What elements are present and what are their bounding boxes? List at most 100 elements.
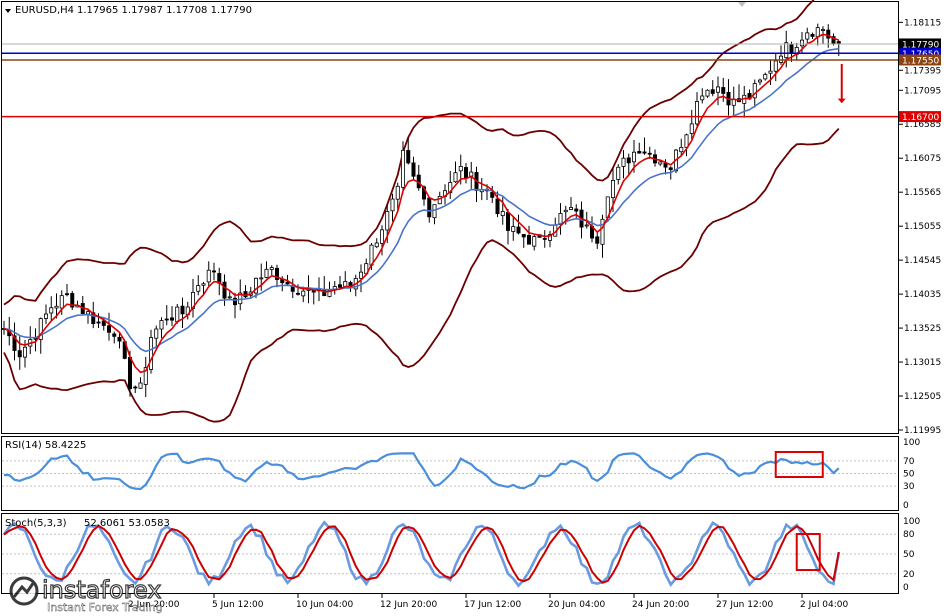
price-tick-label: 1.16075 <box>904 154 941 164</box>
level-label-box <box>899 111 941 123</box>
candle-body <box>432 204 437 219</box>
candle-body <box>206 269 211 283</box>
candle-body <box>395 185 400 200</box>
stoch-header: Stoch(5,3,3) 52.6061 53.0583 <box>5 518 170 529</box>
candle-body <box>107 325 112 333</box>
level-label: 1.17790 <box>902 40 939 50</box>
candle-body <box>684 134 689 148</box>
candle-body <box>763 74 768 80</box>
candle-body <box>621 157 626 167</box>
logo-tagline: Instant Forex Trading <box>47 601 163 614</box>
candle-body <box>406 150 411 164</box>
candle-body <box>810 33 815 37</box>
candle-body <box>301 290 306 297</box>
time-tick-label: 17 Jun 12:00 <box>464 600 521 610</box>
candle-body <box>805 32 810 40</box>
candle-body <box>91 312 96 325</box>
candle-body <box>337 284 342 288</box>
candle-body <box>637 151 642 154</box>
candle-body <box>511 226 516 232</box>
candle-body <box>700 95 705 101</box>
candle-body <box>516 226 521 234</box>
rsi-tick-label: 70 <box>903 457 915 467</box>
down-arrow-icon <box>837 98 846 104</box>
candle-body <box>253 277 258 294</box>
candle-body <box>600 218 605 245</box>
candle-body <box>784 42 789 59</box>
candle-body <box>49 307 54 314</box>
price-tick-label: 1.15565 <box>904 188 941 198</box>
ma-slow-line <box>3 47 839 353</box>
stoch-tick-label: 0 <box>903 583 909 593</box>
candle-body <box>133 386 138 389</box>
ohlc-label: 1.17965 1.17987 1.17708 1.17790 <box>77 5 252 16</box>
price-tick-label: 1.17095 <box>904 86 941 96</box>
time-tick-label: 12 Jun 20:00 <box>380 600 437 610</box>
candle-body <box>411 162 416 177</box>
candle-body <box>527 235 532 245</box>
price-tick-label: 1.13015 <box>904 358 941 368</box>
candle-body <box>12 335 17 351</box>
candle-body <box>54 305 59 309</box>
rsi-tick-label: 100 <box>903 438 920 448</box>
candle-body <box>458 165 463 172</box>
candle-body <box>521 234 526 238</box>
candle-body <box>595 236 600 244</box>
candle-body <box>463 167 468 179</box>
candle-body <box>285 281 290 285</box>
price-tick-label: 1.12505 <box>904 392 941 402</box>
candle-body <box>211 270 216 273</box>
candle-body <box>17 350 22 358</box>
candle-body <box>59 295 64 309</box>
logo-arrow-icon <box>12 581 36 598</box>
candle-body <box>626 157 631 164</box>
rsi-highlight-box <box>774 451 824 478</box>
time-tick-label: 24 Jun 20:00 <box>632 600 689 610</box>
candle-body <box>632 151 637 163</box>
candle-body <box>175 306 180 323</box>
candle-body <box>663 162 668 168</box>
candle-body <box>227 296 232 299</box>
candle-body <box>96 321 101 324</box>
candle-body <box>710 89 715 94</box>
candle-body <box>427 197 432 218</box>
stoch-tick-label: 20 <box>903 570 915 580</box>
candle-body <box>731 99 736 106</box>
candle-body <box>44 313 49 319</box>
level-label: 1.16700 <box>902 113 939 123</box>
candle-body <box>232 297 237 306</box>
candle-body <box>180 305 185 315</box>
candle-body <box>532 236 537 247</box>
candle-body <box>831 36 836 44</box>
candle-body <box>259 277 264 280</box>
candle-body <box>38 318 43 340</box>
candlesticks <box>2 23 841 397</box>
candle-body <box>574 208 579 212</box>
candle-body <box>584 224 589 227</box>
rsi-label: RSI(14) 58.4225 <box>5 440 86 451</box>
stoch-tick-label: 100 <box>903 517 920 527</box>
candle-body <box>400 149 405 188</box>
stoch-label: Stoch(5,3,3) <box>5 518 67 529</box>
stoch-highlight-box <box>795 533 821 571</box>
time-tick-label: 2 Jul 04:00 <box>800 600 849 610</box>
candle-body <box>716 86 721 93</box>
candle-body <box>500 211 505 217</box>
candle-body <box>127 357 132 389</box>
logo-name: instaforex <box>42 576 162 604</box>
candle-body <box>238 292 243 305</box>
candle-body <box>138 382 143 389</box>
moving-averages <box>3 33 840 374</box>
price-tick-label: 1.16585 <box>904 120 941 130</box>
candle-body <box>789 44 794 54</box>
price-tick-label: 1.15055 <box>904 222 941 232</box>
candle-body <box>201 283 206 286</box>
shift-marker-icon[interactable] <box>738 2 746 7</box>
candle-body <box>154 328 159 339</box>
candle-body <box>616 166 621 180</box>
symbol-header: EURUSD,H4 1.17965 1.17987 1.17708 1.1779… <box>5 5 252 16</box>
candle-body <box>453 172 458 183</box>
dropdown-triangle-icon[interactable] <box>5 9 11 13</box>
